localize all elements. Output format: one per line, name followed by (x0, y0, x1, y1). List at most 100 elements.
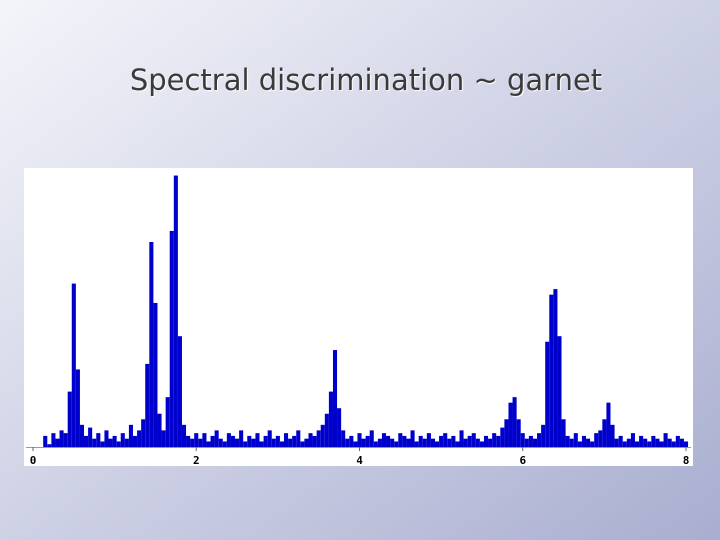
bar (655, 438, 660, 447)
bar (549, 294, 554, 447)
bar (569, 438, 574, 447)
bar (206, 441, 211, 447)
bar (455, 441, 460, 447)
bar (508, 402, 513, 447)
bar (92, 438, 97, 447)
bar (214, 430, 219, 447)
bar (361, 438, 366, 447)
bar (500, 427, 505, 447)
bar (394, 441, 399, 447)
bar (71, 283, 76, 447)
bar (532, 438, 538, 447)
bar (516, 419, 521, 447)
bar (630, 433, 635, 447)
x-tick-label: 0 (30, 454, 37, 467)
bar (341, 430, 346, 447)
x-tick-label: 2 (193, 454, 200, 467)
bar (332, 350, 338, 447)
bar (222, 441, 227, 447)
bar (520, 433, 525, 447)
bar (610, 424, 615, 447)
bar (255, 433, 260, 447)
bar (447, 438, 452, 447)
bar (492, 433, 497, 447)
bar (79, 424, 85, 447)
bar (128, 424, 133, 447)
bar (239, 430, 244, 447)
bar (137, 430, 142, 447)
bar (235, 438, 240, 447)
bar (463, 438, 468, 447)
bar (365, 435, 370, 447)
bar (643, 438, 648, 447)
bar (467, 435, 472, 447)
bar (230, 435, 236, 447)
bar (504, 419, 509, 447)
bar (59, 430, 64, 447)
bar (75, 369, 80, 447)
bar (679, 438, 684, 447)
bar (373, 441, 378, 447)
bar (247, 435, 252, 447)
bar (422, 438, 427, 447)
bar (512, 397, 517, 447)
bar (218, 438, 223, 447)
bar (561, 419, 566, 447)
bar (104, 430, 109, 447)
bar (100, 441, 105, 447)
bar (528, 435, 533, 447)
bar (292, 435, 297, 447)
bar (353, 441, 358, 447)
bar (496, 435, 501, 447)
bar (153, 302, 158, 447)
bar (606, 402, 611, 447)
bar (402, 435, 407, 447)
bar (369, 430, 374, 447)
bar (671, 441, 676, 447)
bar (288, 438, 293, 447)
bar (618, 435, 623, 447)
bar (243, 441, 248, 447)
bar (418, 435, 423, 447)
bar (251, 438, 256, 447)
bar (667, 438, 672, 447)
bar (459, 430, 464, 447)
bar (381, 433, 387, 447)
bar (451, 435, 456, 447)
bar (181, 424, 187, 447)
bar (590, 441, 595, 447)
bar (283, 433, 289, 447)
bar (435, 441, 440, 447)
bar (116, 441, 121, 447)
bar (390, 438, 395, 447)
bar (296, 430, 301, 447)
bar (594, 433, 599, 447)
bar (324, 413, 329, 447)
bar (108, 438, 113, 447)
bar (410, 430, 415, 447)
bar (55, 438, 60, 447)
bar (194, 433, 199, 447)
bar (173, 175, 178, 448)
bar (263, 435, 268, 447)
bar (312, 435, 317, 447)
bar (300, 441, 305, 447)
bar (259, 441, 264, 447)
bar (124, 438, 129, 447)
bar (157, 413, 162, 447)
bar (271, 438, 276, 447)
bar (377, 438, 382, 447)
bar (647, 441, 652, 447)
bar (386, 435, 391, 447)
bar (443, 433, 448, 447)
bar (88, 427, 93, 447)
bar (190, 438, 195, 447)
bar (483, 435, 489, 447)
bar (210, 435, 215, 447)
bar (308, 433, 313, 447)
bar (357, 433, 362, 447)
bar (577, 441, 582, 447)
bar (337, 408, 342, 447)
bar (663, 433, 668, 447)
